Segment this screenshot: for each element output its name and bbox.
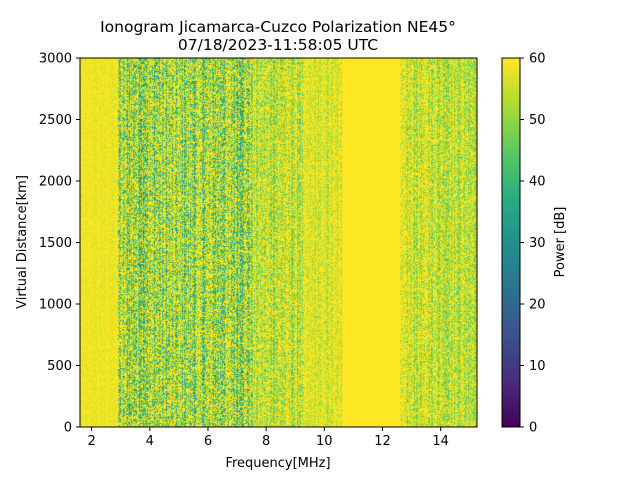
heatmap-image — [80, 58, 477, 427]
x-axis-label: Frequency[MHz] — [225, 456, 330, 471]
colorbar — [501, 57, 521, 428]
colorbar-tick-label: 40 — [529, 175, 546, 190]
colorbar-tick-label: 20 — [529, 298, 546, 313]
colorbar-tick-label: 0 — [529, 421, 537, 436]
x-axis-ticks: 2 4 6 8 10 12 14 — [87, 427, 449, 449]
y-axis-ticks: 0 500 1000 1500 2000 2500 3000 — [39, 52, 80, 436]
chart-title-line2: 07/18/2023-11:58:05 UTC — [178, 36, 378, 54]
y-tick-label: 1000 — [39, 298, 72, 313]
colorbar-tick-label: 60 — [529, 52, 546, 67]
y-tick-label: 2500 — [39, 113, 72, 128]
y-tick-label: 500 — [47, 359, 72, 374]
x-tick-label: 12 — [374, 434, 391, 449]
y-tick-label: 3000 — [39, 52, 72, 67]
chart-title-line1: Ionogram Jicamarca-Cuzco Polarization NE… — [100, 18, 456, 36]
x-tick-label: 10 — [316, 434, 333, 449]
x-tick-label: 4 — [146, 434, 154, 449]
x-tick-label: 8 — [262, 434, 270, 449]
colorbar-label: Power [dB] — [553, 207, 568, 278]
heatmap-plot-area — [80, 58, 477, 427]
y-tick-label: 1500 — [39, 236, 72, 251]
x-tick-label: 14 — [432, 434, 449, 449]
x-tick-label: 6 — [204, 434, 212, 449]
colorbar-tick-label: 30 — [529, 236, 546, 251]
colorbar-tick-label: 50 — [529, 113, 546, 128]
colorbar-ticks: 0 10 20 30 40 50 60 — [520, 52, 546, 436]
colorbar-tick-label: 10 — [529, 359, 546, 374]
x-tick-label: 2 — [87, 434, 95, 449]
y-tick-label: 0 — [64, 421, 72, 436]
y-tick-label: 2000 — [39, 175, 72, 190]
y-axis-label: Virtual Distance[km] — [15, 175, 30, 309]
